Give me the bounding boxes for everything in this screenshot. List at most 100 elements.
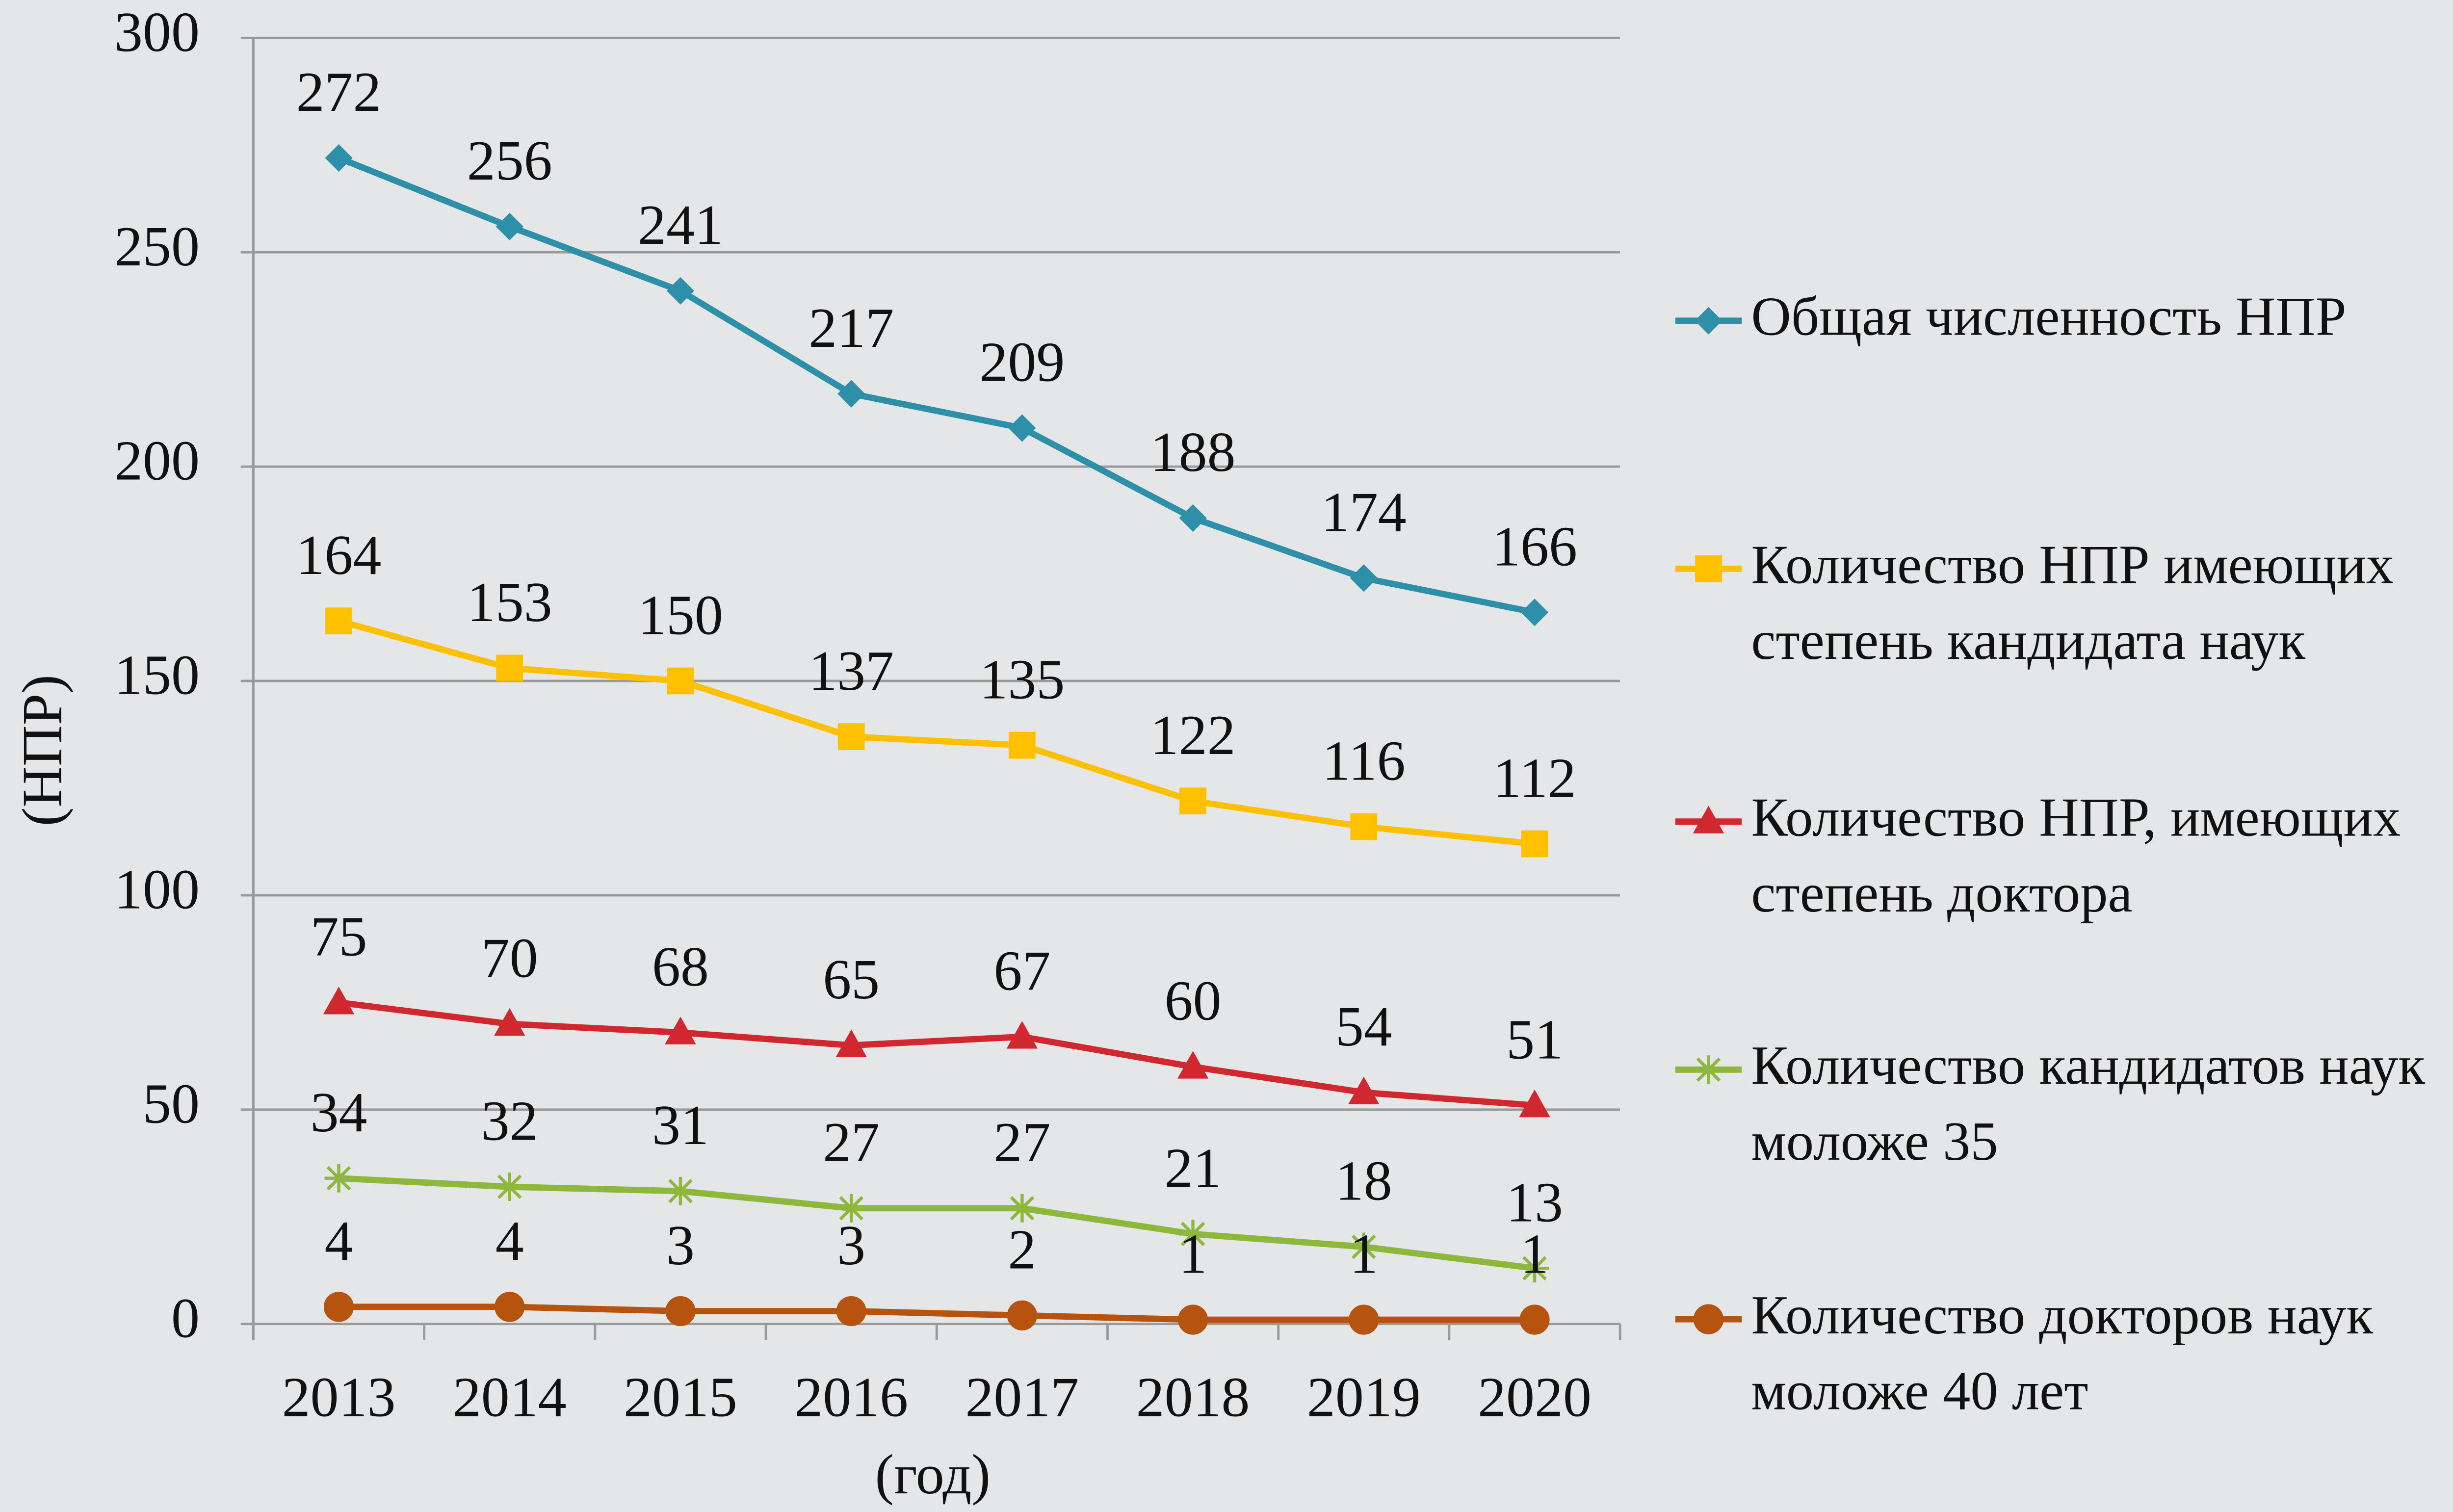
marker <box>1009 731 1036 759</box>
series-line <box>339 1303 1535 1323</box>
marker <box>1006 1021 1038 1049</box>
data-label: 166 <box>1492 515 1577 578</box>
marker <box>837 723 865 750</box>
marker <box>1519 1304 1550 1335</box>
data-label: 2 <box>1008 1219 1036 1281</box>
data-label: 122 <box>1150 704 1236 767</box>
marker <box>496 654 523 682</box>
data-label: 27 <box>823 1111 880 1174</box>
data-label: 112 <box>1493 747 1576 809</box>
data-label: 1 <box>1520 1223 1549 1285</box>
x-tick-label: 2017 <box>965 1366 1079 1429</box>
legend-label: Количество докторов наук моложе 40 лет <box>1751 1284 2374 1422</box>
x-tick-label: 2020 <box>1478 1366 1592 1429</box>
marker <box>835 1029 867 1057</box>
marker <box>1693 806 1724 834</box>
data-label: 116 <box>1322 730 1406 792</box>
data-label: 70 <box>481 927 538 990</box>
marker <box>494 1008 525 1036</box>
marker <box>1350 813 1378 840</box>
marker <box>1179 787 1206 815</box>
marker <box>1179 504 1207 532</box>
data-label: 3 <box>666 1214 695 1277</box>
marker <box>1007 1300 1037 1330</box>
x-tick-label: 2013 <box>282 1366 396 1429</box>
marker <box>325 607 352 635</box>
data-label: 32 <box>481 1090 538 1152</box>
marker <box>665 1017 696 1044</box>
legend-entry: Количество кандидатов наук моложе 35 <box>1751 1035 2426 1173</box>
x-axis-title: (год) <box>875 1443 990 1506</box>
data-label: 67 <box>993 940 1050 1003</box>
legend-label: Количество кандидатов наук моложе 35 <box>1751 1035 2426 1173</box>
data-label: 135 <box>979 648 1065 711</box>
marker <box>324 1164 353 1193</box>
data-label: 21 <box>1165 1137 1222 1199</box>
data-label: 27 <box>993 1111 1050 1174</box>
marker <box>1178 1304 1208 1335</box>
data-label: 54 <box>1335 995 1392 1058</box>
marker <box>1348 1076 1380 1105</box>
series-line <box>339 1175 1535 1272</box>
legend-label: Количество НПР, имеющих степень доктора <box>1751 786 2401 924</box>
data-label: 209 <box>979 331 1065 394</box>
data-label: 60 <box>1165 970 1222 1033</box>
data-label: 1 <box>1179 1223 1207 1285</box>
data-label: 150 <box>638 584 723 647</box>
marker <box>1693 1304 1724 1334</box>
data-label: 272 <box>296 61 382 124</box>
data-label: 241 <box>638 194 723 257</box>
x-tick-label: 2019 <box>1307 1366 1421 1429</box>
marker <box>1519 1089 1550 1118</box>
marker <box>667 667 694 695</box>
x-tick-label: 2015 <box>624 1366 737 1429</box>
data-label: 4 <box>496 1210 524 1273</box>
marker <box>836 1296 866 1327</box>
data-label: 31 <box>652 1094 709 1157</box>
legend-label: Общая численность НПР <box>1751 286 2347 348</box>
marker <box>1349 1304 1379 1335</box>
data-label: 13 <box>1506 1171 1563 1234</box>
marker <box>323 987 355 1015</box>
y-tick-label: 200 <box>114 430 200 493</box>
data-label: 3 <box>837 1214 865 1277</box>
data-label: 256 <box>467 130 552 192</box>
y-axis-title: (НПР) <box>11 675 74 826</box>
y-tick-label: 300 <box>114 1 200 64</box>
marker <box>1694 1055 1723 1084</box>
marker <box>1520 1254 1549 1283</box>
marker <box>323 1292 354 1322</box>
marker <box>1178 1220 1207 1249</box>
marker <box>1008 1194 1037 1223</box>
legend-entry: Количество НПР имеющих степень кандидата… <box>1751 534 2394 672</box>
marker <box>1349 1232 1378 1261</box>
data-label: 68 <box>652 936 709 998</box>
marker <box>495 1292 525 1322</box>
marker <box>666 1176 695 1205</box>
marker <box>495 1173 524 1201</box>
data-label: 217 <box>809 297 894 360</box>
data-label: 137 <box>809 640 894 703</box>
x-tick-label: 2018 <box>1136 1366 1250 1429</box>
y-tick-label: 100 <box>114 859 200 921</box>
y-tick-label: 50 <box>143 1072 200 1135</box>
legend-entry: Количество НПР, имеющих степень доктора <box>1751 786 2401 924</box>
series-line <box>338 618 1535 847</box>
marker <box>1520 599 1549 626</box>
data-label: 75 <box>311 906 367 968</box>
data-label: 34 <box>311 1081 367 1144</box>
x-tick-label: 2016 <box>794 1366 908 1429</box>
y-tick-label: 0 <box>171 1287 200 1350</box>
marker <box>1695 307 1722 335</box>
data-label: 65 <box>823 948 880 1011</box>
data-label: 51 <box>1506 1008 1563 1071</box>
marker <box>837 380 865 408</box>
marker <box>1695 555 1722 582</box>
marker <box>837 1194 866 1223</box>
data-label: 174 <box>1321 481 1407 544</box>
y-tick-label: 250 <box>114 215 200 278</box>
y-tick-label: 150 <box>114 644 200 707</box>
series-line <box>338 155 1536 616</box>
